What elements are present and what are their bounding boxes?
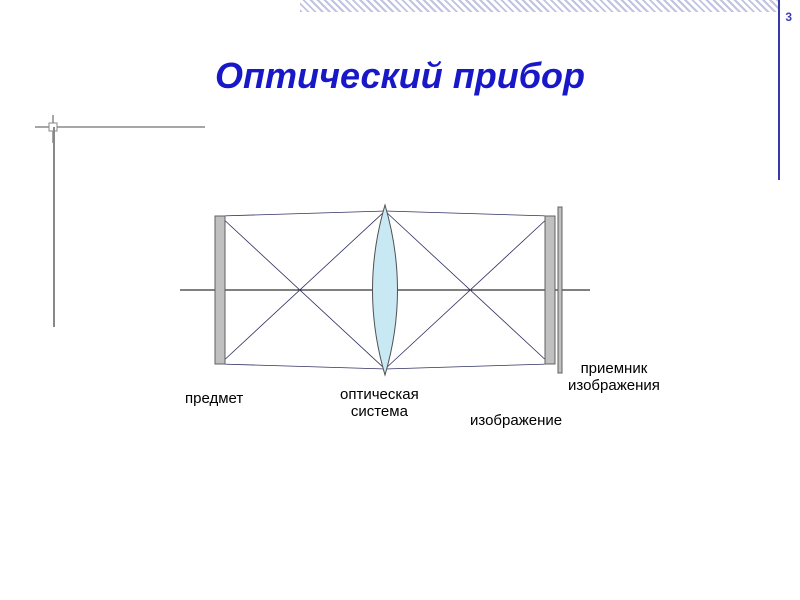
optical-diagram-svg: [180, 200, 590, 380]
label-receiver: приемник изображения: [568, 360, 660, 394]
label-optical-system-l2: система: [351, 403, 408, 420]
label-receiver-l1: приемник: [581, 360, 648, 377]
label-image: изображение: [470, 412, 562, 429]
corner-decoration-icon: [35, 115, 205, 145]
optical-diagram: [180, 200, 590, 380]
left-border-line: [53, 127, 55, 327]
slide-number: 3: [785, 10, 792, 24]
page-title: Оптический прибор: [215, 55, 585, 97]
top-pattern-border: [300, 0, 780, 12]
label-receiver-l2: изображения: [568, 377, 660, 394]
right-border-line: [778, 0, 780, 180]
label-optical-system-l1: оптическая: [340, 386, 419, 403]
label-optical-system: оптическая система: [340, 386, 419, 420]
label-object: предмет: [185, 390, 243, 407]
